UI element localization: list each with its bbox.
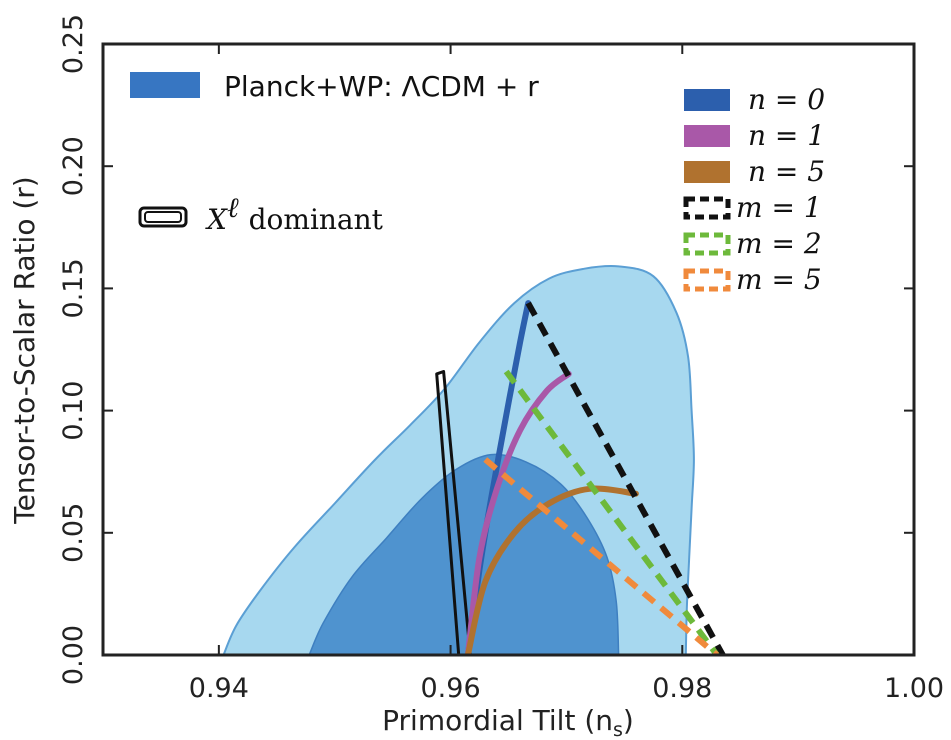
legend-xell-swatch <box>138 206 188 228</box>
y-axis-label: Tensor-to-Scalar Ratio (r) <box>8 176 41 524</box>
y-tick-label: 0.15 <box>58 258 89 318</box>
ticks-layer: 0.94 0.96 0.98 1.00 0.00 0.05 0.10 0.15 0.20 0.25 <box>58 14 944 704</box>
legend-right: n = 0n = 1n = 5m = 1m = 2m = 5 <box>683 83 825 296</box>
y-tick-label: 0.25 <box>58 14 89 74</box>
xell-dominant-region <box>435 370 472 655</box>
x-tick-label: 1.00 <box>884 673 944 704</box>
axes-frame <box>101 42 916 657</box>
legend-swatch-m-1 <box>683 196 731 220</box>
legend-label-n-5: n = 5 <box>748 155 825 188</box>
legend-xell-sup: ℓ <box>227 191 239 224</box>
x-axis-label-subscript: s <box>613 719 623 740</box>
legend-swatch-m-5 <box>683 268 731 292</box>
legend-xell-symbol: X <box>205 203 228 236</box>
y-tick-label: 0.20 <box>58 136 89 196</box>
y-tick-label: 0.05 <box>58 503 89 563</box>
x-tick-label: 0.96 <box>421 673 481 704</box>
legend-swatch-n-1 <box>684 125 730 147</box>
y-tick-label: 0.10 <box>58 381 89 441</box>
legend-xell-label: Xℓ dominant <box>205 191 384 236</box>
series-line-n-1 <box>464 370 572 655</box>
x-tick-label: 0.98 <box>652 673 712 704</box>
legend-xell-rest: dominant <box>249 203 384 236</box>
x-axis-label: Primordial Tilt (ns) <box>382 704 634 740</box>
y-tick-label: 0.00 <box>58 625 89 685</box>
legend-planck-swatch <box>130 72 200 98</box>
legend-left: Planck+WP: ΛCDM + r Xℓ dominant <box>130 70 539 236</box>
legend-planck-label: Planck+WP: ΛCDM + r <box>224 70 539 103</box>
legend-label-m-1: m = 1 <box>736 191 822 224</box>
series-line-m-1 <box>525 301 726 655</box>
legend-swatch-n-0 <box>684 89 730 111</box>
legend-swatch-n-5 <box>684 161 730 183</box>
legend-label-m-5: m = 5 <box>736 263 822 296</box>
legend-label-m-2: m = 2 <box>736 227 822 260</box>
series-line-m-5 <box>483 457 719 655</box>
legend-label-n-1: n = 1 <box>748 119 825 152</box>
x-tick-label: 0.94 <box>189 673 249 704</box>
series-line-m-2 <box>503 369 720 655</box>
legend-xell-swatch-inner <box>144 211 182 223</box>
x-axis-label-tail: ) <box>623 704 634 737</box>
series-layer <box>435 300 726 655</box>
legend-swatch-m-2 <box>683 232 731 256</box>
legend-label-n-0: n = 0 <box>748 83 825 116</box>
